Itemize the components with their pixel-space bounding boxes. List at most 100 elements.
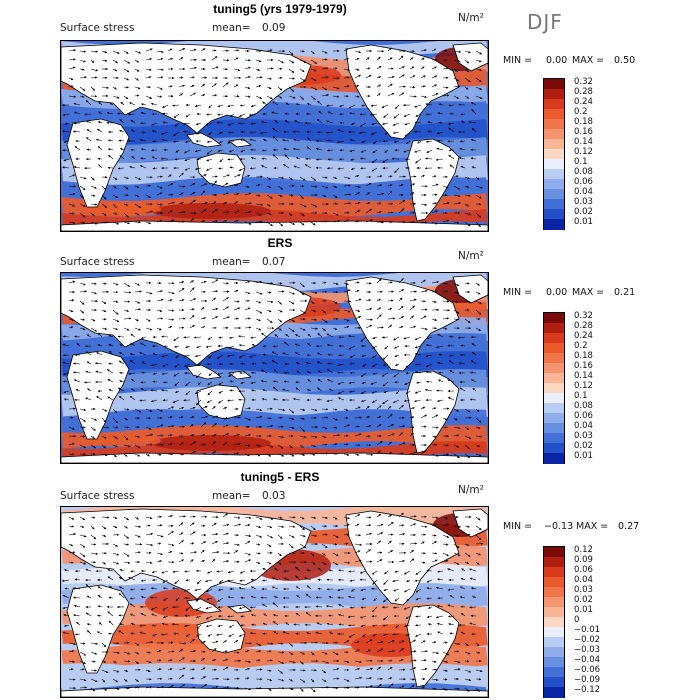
panel-2-max-value: 0.21 xyxy=(614,287,636,298)
wind-vector xyxy=(101,50,108,54)
wind-vector xyxy=(90,176,95,181)
panel-1-mean-value: 0.09 xyxy=(262,22,286,34)
wind-vector xyxy=(387,75,395,79)
wind-vector xyxy=(134,77,139,81)
wind-vector xyxy=(453,50,462,53)
wind-vector xyxy=(62,166,70,169)
wind-vector xyxy=(90,68,99,72)
colorbar-swatch xyxy=(544,607,564,618)
wind-vector xyxy=(310,203,318,208)
colorbar-tick-label: 0.28 xyxy=(574,321,593,331)
wind-vector xyxy=(332,95,340,98)
wind-vector xyxy=(365,182,372,187)
colorbar-swatch xyxy=(544,667,564,678)
wind-vector xyxy=(244,75,251,79)
wind-vector xyxy=(134,59,140,63)
panel-1-map xyxy=(60,40,489,232)
wind-vector xyxy=(189,84,195,88)
wind-vector xyxy=(68,174,76,178)
wind-vector xyxy=(471,166,477,169)
wind-vector xyxy=(189,199,196,205)
wind-vector xyxy=(200,174,207,178)
wind-vector xyxy=(266,203,271,207)
wind-vector xyxy=(354,201,361,205)
wind-vector xyxy=(393,140,400,143)
wind-vector xyxy=(475,176,480,180)
panel-3-variable: Surface stress xyxy=(60,490,135,502)
wind-vector xyxy=(119,155,125,160)
wind-vector xyxy=(233,57,239,61)
wind-vector xyxy=(359,113,367,116)
wind-vector xyxy=(398,200,406,205)
wind-vector xyxy=(174,122,180,127)
wind-vector xyxy=(288,68,295,73)
wind-vector xyxy=(387,67,394,70)
wind-vector xyxy=(442,201,450,205)
wind-vector xyxy=(145,76,152,79)
wind-vector xyxy=(74,111,81,115)
wind-vector xyxy=(152,140,158,143)
wind-vector xyxy=(123,185,129,190)
wind-vector xyxy=(343,184,351,187)
wind-vector xyxy=(238,122,246,125)
wind-vector xyxy=(384,131,389,135)
wind-vector xyxy=(398,184,404,187)
wind-vector xyxy=(178,84,185,88)
wind-vector xyxy=(86,148,92,151)
colorbar-swatch xyxy=(544,597,564,608)
wind-vector xyxy=(90,185,97,189)
land-eurasia xyxy=(61,42,312,134)
colorbar-swatch xyxy=(544,119,564,130)
wind-vector xyxy=(376,192,385,196)
wind-vector xyxy=(84,113,92,116)
wind-vector xyxy=(361,140,367,143)
wind-vector xyxy=(453,185,461,190)
wind-vector xyxy=(387,83,393,88)
wind-vector xyxy=(420,66,425,70)
wind-vector xyxy=(112,194,119,199)
wind-vector xyxy=(120,101,125,106)
colorbar-swatch xyxy=(544,353,564,364)
wind-vector xyxy=(74,146,81,151)
wind-vector xyxy=(68,66,76,70)
wind-vector xyxy=(332,185,338,189)
wind-vector xyxy=(420,49,427,52)
wind-vector xyxy=(119,119,125,124)
wind-vector xyxy=(372,149,378,154)
wind-vector xyxy=(96,138,103,142)
wind-vector xyxy=(475,194,482,199)
wind-vector xyxy=(233,192,239,196)
wind-vector xyxy=(409,183,416,187)
wind-vector xyxy=(194,104,202,108)
wind-vector xyxy=(72,130,81,133)
wind-vector xyxy=(211,49,217,52)
wind-vector xyxy=(233,201,238,205)
colorbar-tick-label: 0.14 xyxy=(574,371,593,381)
panel-3-mean-value: 0.03 xyxy=(262,490,286,502)
wind-vector xyxy=(244,66,251,70)
wind-vector xyxy=(343,85,350,88)
wind-vector xyxy=(398,85,406,88)
wind-vector xyxy=(288,77,295,80)
wind-vector xyxy=(222,192,229,196)
wind-vector xyxy=(310,95,316,100)
wind-vector xyxy=(321,93,329,97)
wind-vector xyxy=(119,129,125,133)
wind-vector xyxy=(255,95,263,99)
wind-vector xyxy=(123,59,131,64)
wind-vector xyxy=(315,147,323,151)
wind-vector xyxy=(230,113,235,118)
wind-vector xyxy=(376,184,383,187)
wind-vector xyxy=(183,122,191,126)
wind-vector xyxy=(211,180,217,187)
colorbar-tick-label: 0.01 xyxy=(574,451,593,461)
wind-vector xyxy=(123,50,129,54)
land-americas xyxy=(345,44,460,222)
colorbar-swatch xyxy=(544,443,564,454)
colorbar-swatch xyxy=(544,453,564,464)
wind-vector xyxy=(151,130,158,133)
panel-2-title: ERS xyxy=(267,236,293,250)
wind-vector xyxy=(117,167,125,170)
wind-vector xyxy=(365,67,371,70)
wind-vector xyxy=(262,101,268,106)
